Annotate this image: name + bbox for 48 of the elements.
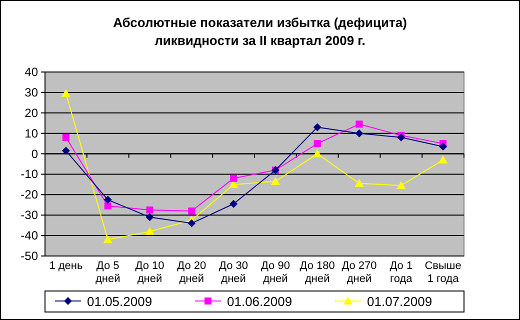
point <box>103 235 112 244</box>
point <box>396 180 406 189</box>
x-tick-label: До 20 дней <box>177 260 206 285</box>
chart-title: Абсолютные показатели избытка (дефицита) ликвидности за II квартал 2009 г. <box>113 15 407 48</box>
point <box>62 134 70 141</box>
point <box>62 146 70 155</box>
x-tick-label: Свыше 1 года <box>424 260 462 285</box>
point <box>104 196 112 204</box>
x-tick-label: До 1 года <box>390 260 414 285</box>
y-tick-label: -50 <box>20 249 38 263</box>
x-tick-label: До 90 дней <box>260 260 290 285</box>
point <box>313 123 322 132</box>
y-tick-label: 0 <box>31 146 38 161</box>
y-tick-label: 20 <box>24 106 38 120</box>
y-tick-label: -10 <box>20 167 38 182</box>
x-tick-label: 1 день <box>49 260 83 272</box>
point <box>146 213 154 222</box>
point <box>188 219 196 228</box>
point <box>438 155 448 164</box>
point <box>145 226 154 235</box>
point <box>356 120 363 128</box>
x-tick-label: До 30 дней <box>219 260 248 285</box>
x-tick-label: До 270 дней <box>342 260 377 285</box>
point <box>314 140 321 148</box>
y-tick-label: -40 <box>20 228 38 243</box>
legend-label: 01.06.2009 <box>227 294 292 309</box>
y-tick-label: -30 <box>20 208 38 222</box>
y-tick-label: -20 <box>20 188 38 202</box>
point <box>354 178 364 187</box>
point <box>230 200 238 208</box>
legend-label: 01.05.2009 <box>87 294 152 309</box>
x-tick-label: До 5 дней <box>95 260 120 285</box>
point <box>270 176 280 185</box>
point <box>104 202 112 210</box>
y-tick-label: 40 <box>24 65 38 79</box>
point <box>397 133 406 142</box>
x-tick-label: До 180 дней <box>300 260 335 285</box>
point <box>61 88 70 97</box>
point <box>230 174 238 182</box>
y-tick-label: 10 <box>24 126 38 140</box>
point <box>439 142 448 151</box>
point <box>146 206 154 214</box>
y-tick-label: 30 <box>24 85 38 100</box>
point <box>188 208 196 215</box>
legend-label: 01.07.2009 <box>367 294 432 309</box>
point <box>312 149 322 158</box>
x-tick-label: До 10 дней <box>135 260 164 285</box>
point <box>355 129 364 138</box>
